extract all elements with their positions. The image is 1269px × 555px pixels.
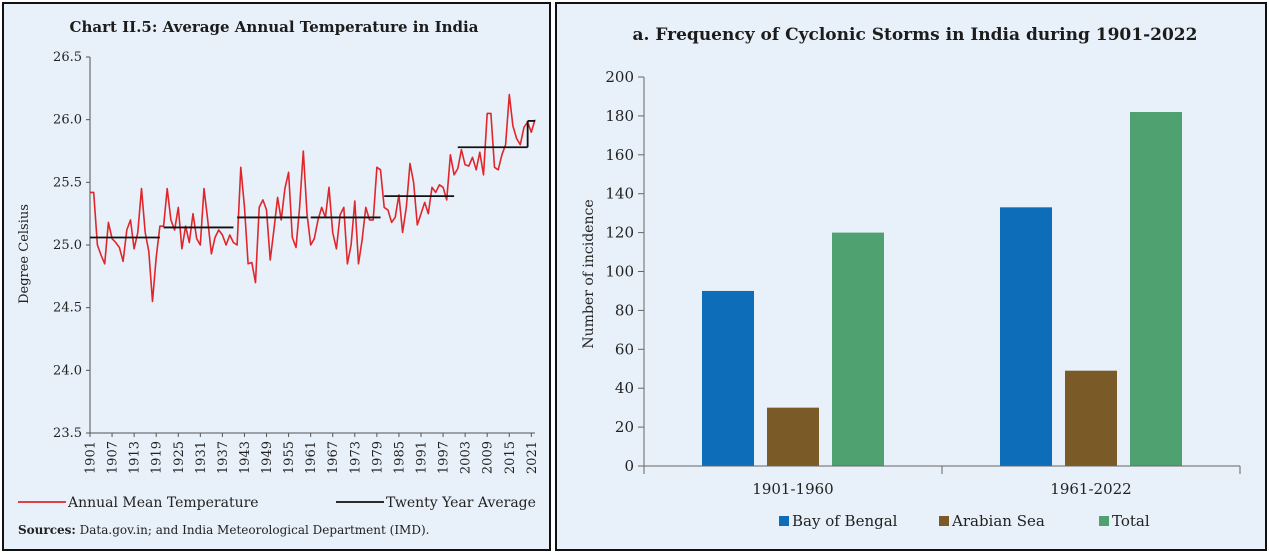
x-tick-label: 1919 [150,441,165,474]
y-tick-label: 24.0 [53,363,82,378]
x-tick-label: 2021 [525,441,540,474]
y-tick-label: 26.0 [53,113,82,128]
legend-label-twenty-year: Twenty Year Average [386,495,536,511]
chart-title: Chart II.5: Average Annual Temperature i… [70,18,479,36]
legend-swatch-total [1099,516,1109,526]
legend-swatch-bay-of-bengal [779,516,789,526]
y-tick-label: 200 [605,68,634,86]
cyclone-chart-panel: a. Frequency of Cyclonic Storms in India… [555,2,1267,551]
y-tick-label: 120 [605,224,634,242]
x-category-label: 1961-2022 [1050,480,1131,498]
y-tick-label: 20 [615,418,634,436]
x-tick-label: 1907 [106,441,121,474]
y-axis-label: Degree Celsius [17,204,32,304]
cyclone-chart: a. Frequency of Cyclonic Storms in India… [581,25,1241,530]
x-tick-label: 1955 [282,441,297,474]
chart-title: a. Frequency of Cyclonic Storms in India… [633,25,1198,45]
x-tick-label: 1901 [84,441,99,474]
y-tick-label: 26.5 [53,50,82,65]
legend-label-arabian-sea: Arabian Sea [951,512,1045,530]
x-tick-label: 1979 [370,441,385,474]
x-tick-label: 2009 [481,441,496,474]
x-tick-label: 1925 [172,441,187,474]
y-tick-label: 160 [605,146,634,164]
x-tick-label: 2015 [503,441,518,474]
bar-total-1901-1960 [832,232,884,466]
y-tick-label: 23.5 [53,426,82,441]
y-tick-label: 80 [615,301,634,319]
x-tick-label: 1949 [260,441,275,474]
x-tick-label: 1937 [216,441,231,474]
legend-label-total: Total [1112,512,1150,530]
legend-label-annual-mean: Annual Mean Temperature [67,495,259,511]
bar-arabian-sea-1961-2022 [1065,370,1117,466]
bar-bay-of-bengal-1961-2022 [1000,207,1052,466]
bar-total-1961-2022 [1130,112,1182,466]
x-tick-label: 2003 [459,441,474,474]
x-category-label: 1901-1960 [752,480,833,498]
x-tick-label: 1991 [414,441,429,474]
bar-bay-of-bengal-1901-1960 [702,290,754,466]
temperature-chart: Chart II.5: Average Annual Temperature i… [17,18,540,537]
sources-label: Sources: [18,523,76,537]
x-tick-label: 1943 [238,441,253,474]
x-tick-label: 1985 [392,441,407,474]
x-tick-label: 1973 [348,441,363,474]
legend-swatch-arabian-sea [939,516,949,526]
y-tick-label: 25.5 [53,175,82,190]
y-tick-label: 24.5 [53,301,82,316]
series-line-annual-mean-temperature [90,93,536,303]
y-tick-label: 60 [615,340,634,358]
y-tick-label: 40 [615,379,634,397]
temperature-chart-panel: Chart II.5: Average Annual Temperature i… [2,2,551,551]
y-tick-label: 180 [605,107,634,125]
sources-note: Sources: Data.gov.in; and India Meteorol… [18,523,429,537]
sources-text: Data.gov.in; and India Meteorological De… [76,523,430,537]
y-axis-label: Number of incidence [581,199,597,348]
x-tick-label: 1961 [304,441,319,474]
legend-label-bay-of-bengal: Bay of Bengal [792,512,898,530]
x-tick-label: 1931 [194,441,209,474]
bar-arabian-sea-1901-1960 [767,407,819,466]
y-tick-label: 0 [624,457,634,475]
y-tick-label: 100 [605,263,634,281]
y-tick-label: 25.0 [53,238,82,253]
x-tick-label: 1913 [128,441,143,474]
x-tick-label: 1967 [326,441,341,474]
y-tick-label: 140 [605,185,634,203]
x-tick-label: 1997 [437,441,452,474]
